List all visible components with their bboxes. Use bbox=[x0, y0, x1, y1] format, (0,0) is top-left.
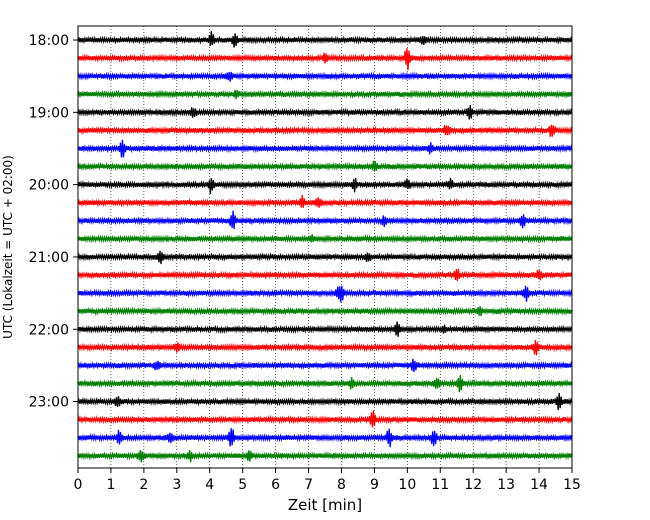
trace-row bbox=[77, 124, 573, 137]
x-tick-label: 7 bbox=[304, 477, 313, 493]
x-tick-label: 3 bbox=[172, 477, 181, 493]
y-tick-label: 22:00 bbox=[29, 322, 69, 338]
trace-row bbox=[77, 71, 573, 82]
trace-row bbox=[77, 48, 573, 70]
trace-row bbox=[77, 410, 573, 428]
y-tick-label: 18:00 bbox=[29, 33, 69, 49]
x-tick-label: 8 bbox=[337, 477, 346, 493]
trace-row bbox=[77, 104, 573, 120]
trace-row bbox=[77, 89, 573, 100]
trace-row bbox=[77, 194, 573, 208]
trace-row bbox=[77, 321, 573, 337]
plot-frame bbox=[77, 25, 573, 469]
x-tick-label: 15 bbox=[563, 477, 581, 493]
trace-lines bbox=[77, 30, 573, 463]
trace-row bbox=[77, 30, 573, 48]
trace-row bbox=[77, 234, 573, 244]
x-tick-label: 12 bbox=[464, 477, 482, 493]
trace-row bbox=[77, 210, 573, 230]
x-tick-label: 5 bbox=[238, 477, 247, 493]
x-tick-label: 1 bbox=[106, 477, 115, 493]
y-tick-label: 21:00 bbox=[29, 250, 69, 266]
y-axis-ticks: 18:00 19:00 20:00 21:00 22:00 23:00 bbox=[29, 33, 78, 411]
y-tick-label: 19:00 bbox=[29, 105, 69, 121]
trace-row bbox=[77, 160, 573, 172]
x-tick-label: 13 bbox=[497, 477, 515, 493]
x-axis-ticks: 0 1 2 3 4 5 6 7 8 9 10 11 12 13 14 15 bbox=[74, 468, 581, 493]
trace-row bbox=[77, 339, 573, 356]
y-axis-label: UTC (Lokalzeit = UTC + 02:00) bbox=[1, 155, 15, 339]
x-tick-label: 0 bbox=[74, 477, 83, 493]
trace-row bbox=[77, 449, 573, 463]
trace-row bbox=[77, 306, 573, 317]
x-tick-label: 2 bbox=[139, 477, 148, 493]
trace-row bbox=[77, 358, 573, 373]
x-tick-label: 14 bbox=[530, 477, 548, 493]
x-tick-label: 6 bbox=[271, 477, 280, 493]
x-axis-label: Zeit [min] bbox=[288, 496, 362, 514]
trace-row bbox=[77, 428, 573, 448]
trace-row bbox=[77, 268, 573, 282]
trace-row bbox=[77, 139, 573, 158]
y-tick-label: 20:00 bbox=[29, 178, 69, 194]
trace-row bbox=[77, 374, 573, 393]
trace-row bbox=[77, 177, 573, 195]
x-tick-label: 9 bbox=[370, 477, 379, 493]
x-tick-label: 4 bbox=[205, 477, 214, 493]
trace-row bbox=[77, 393, 573, 411]
trace-line bbox=[77, 177, 573, 195]
y-tick-label: 23:00 bbox=[29, 395, 69, 411]
x-tick-label: 11 bbox=[431, 477, 449, 493]
x-tick-label: 10 bbox=[398, 477, 416, 493]
trace-row bbox=[77, 250, 573, 265]
trace-line bbox=[77, 194, 573, 208]
trace-row bbox=[77, 285, 573, 303]
